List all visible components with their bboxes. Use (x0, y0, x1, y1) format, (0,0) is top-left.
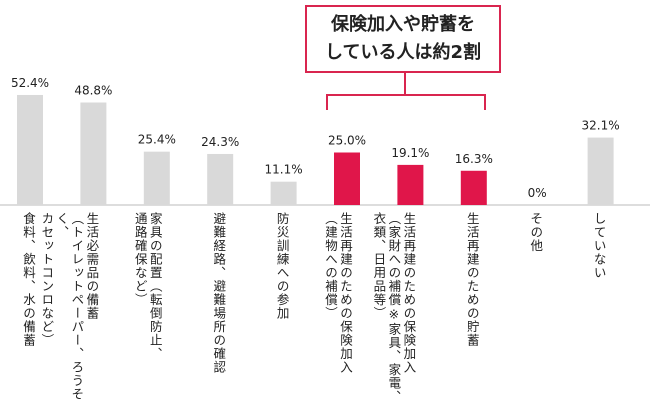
category-label: その他 (528, 212, 544, 253)
bar (334, 152, 360, 205)
bar (460, 170, 487, 205)
bar (270, 181, 297, 205)
value-label: 24.3% (201, 135, 239, 149)
bar (397, 164, 424, 205)
value-label: 0% (528, 186, 547, 200)
category-label: 家具の配置（転倒防止、 通路確保など） (132, 212, 163, 361)
category-label: 生活再建のための保険加入 （建物への補償） (323, 212, 353, 374)
category-label: 防災訓練への参加 (274, 212, 290, 320)
value-label: 48.8% (74, 84, 112, 98)
category-label: 食料、飲料、水の備蓄 (21, 212, 36, 347)
value-label: 19.1% (391, 146, 429, 160)
category-label: 避難経路、避難場所の確認 (211, 212, 227, 374)
category-label: 生活必需品の備蓄 （トイレットペーパー、ろうそく、 カセットコンロなど） (39, 212, 100, 401)
annotation: 保険加入や貯蓄を している人は約2割 (305, 5, 501, 73)
value-label: 32.1% (582, 119, 620, 133)
bar (17, 94, 43, 205)
category-label: していない (591, 212, 607, 280)
value-label: 16.3% (455, 152, 493, 166)
bar (80, 102, 107, 205)
value-label: 11.1% (265, 163, 303, 177)
bracket (326, 73, 486, 110)
value-label: 52.4% (11, 76, 49, 90)
bar (143, 151, 170, 205)
category-label: 生活再建のための保険加入 （家財への補償※家具、家電、 衣類、日用品等） (371, 212, 417, 404)
category-label: 生活再建のための貯蓄 (464, 212, 480, 347)
value-label: 25.4% (138, 133, 176, 147)
value-label: 25.0% (328, 134, 366, 148)
bar (207, 153, 234, 205)
bar (587, 137, 614, 205)
